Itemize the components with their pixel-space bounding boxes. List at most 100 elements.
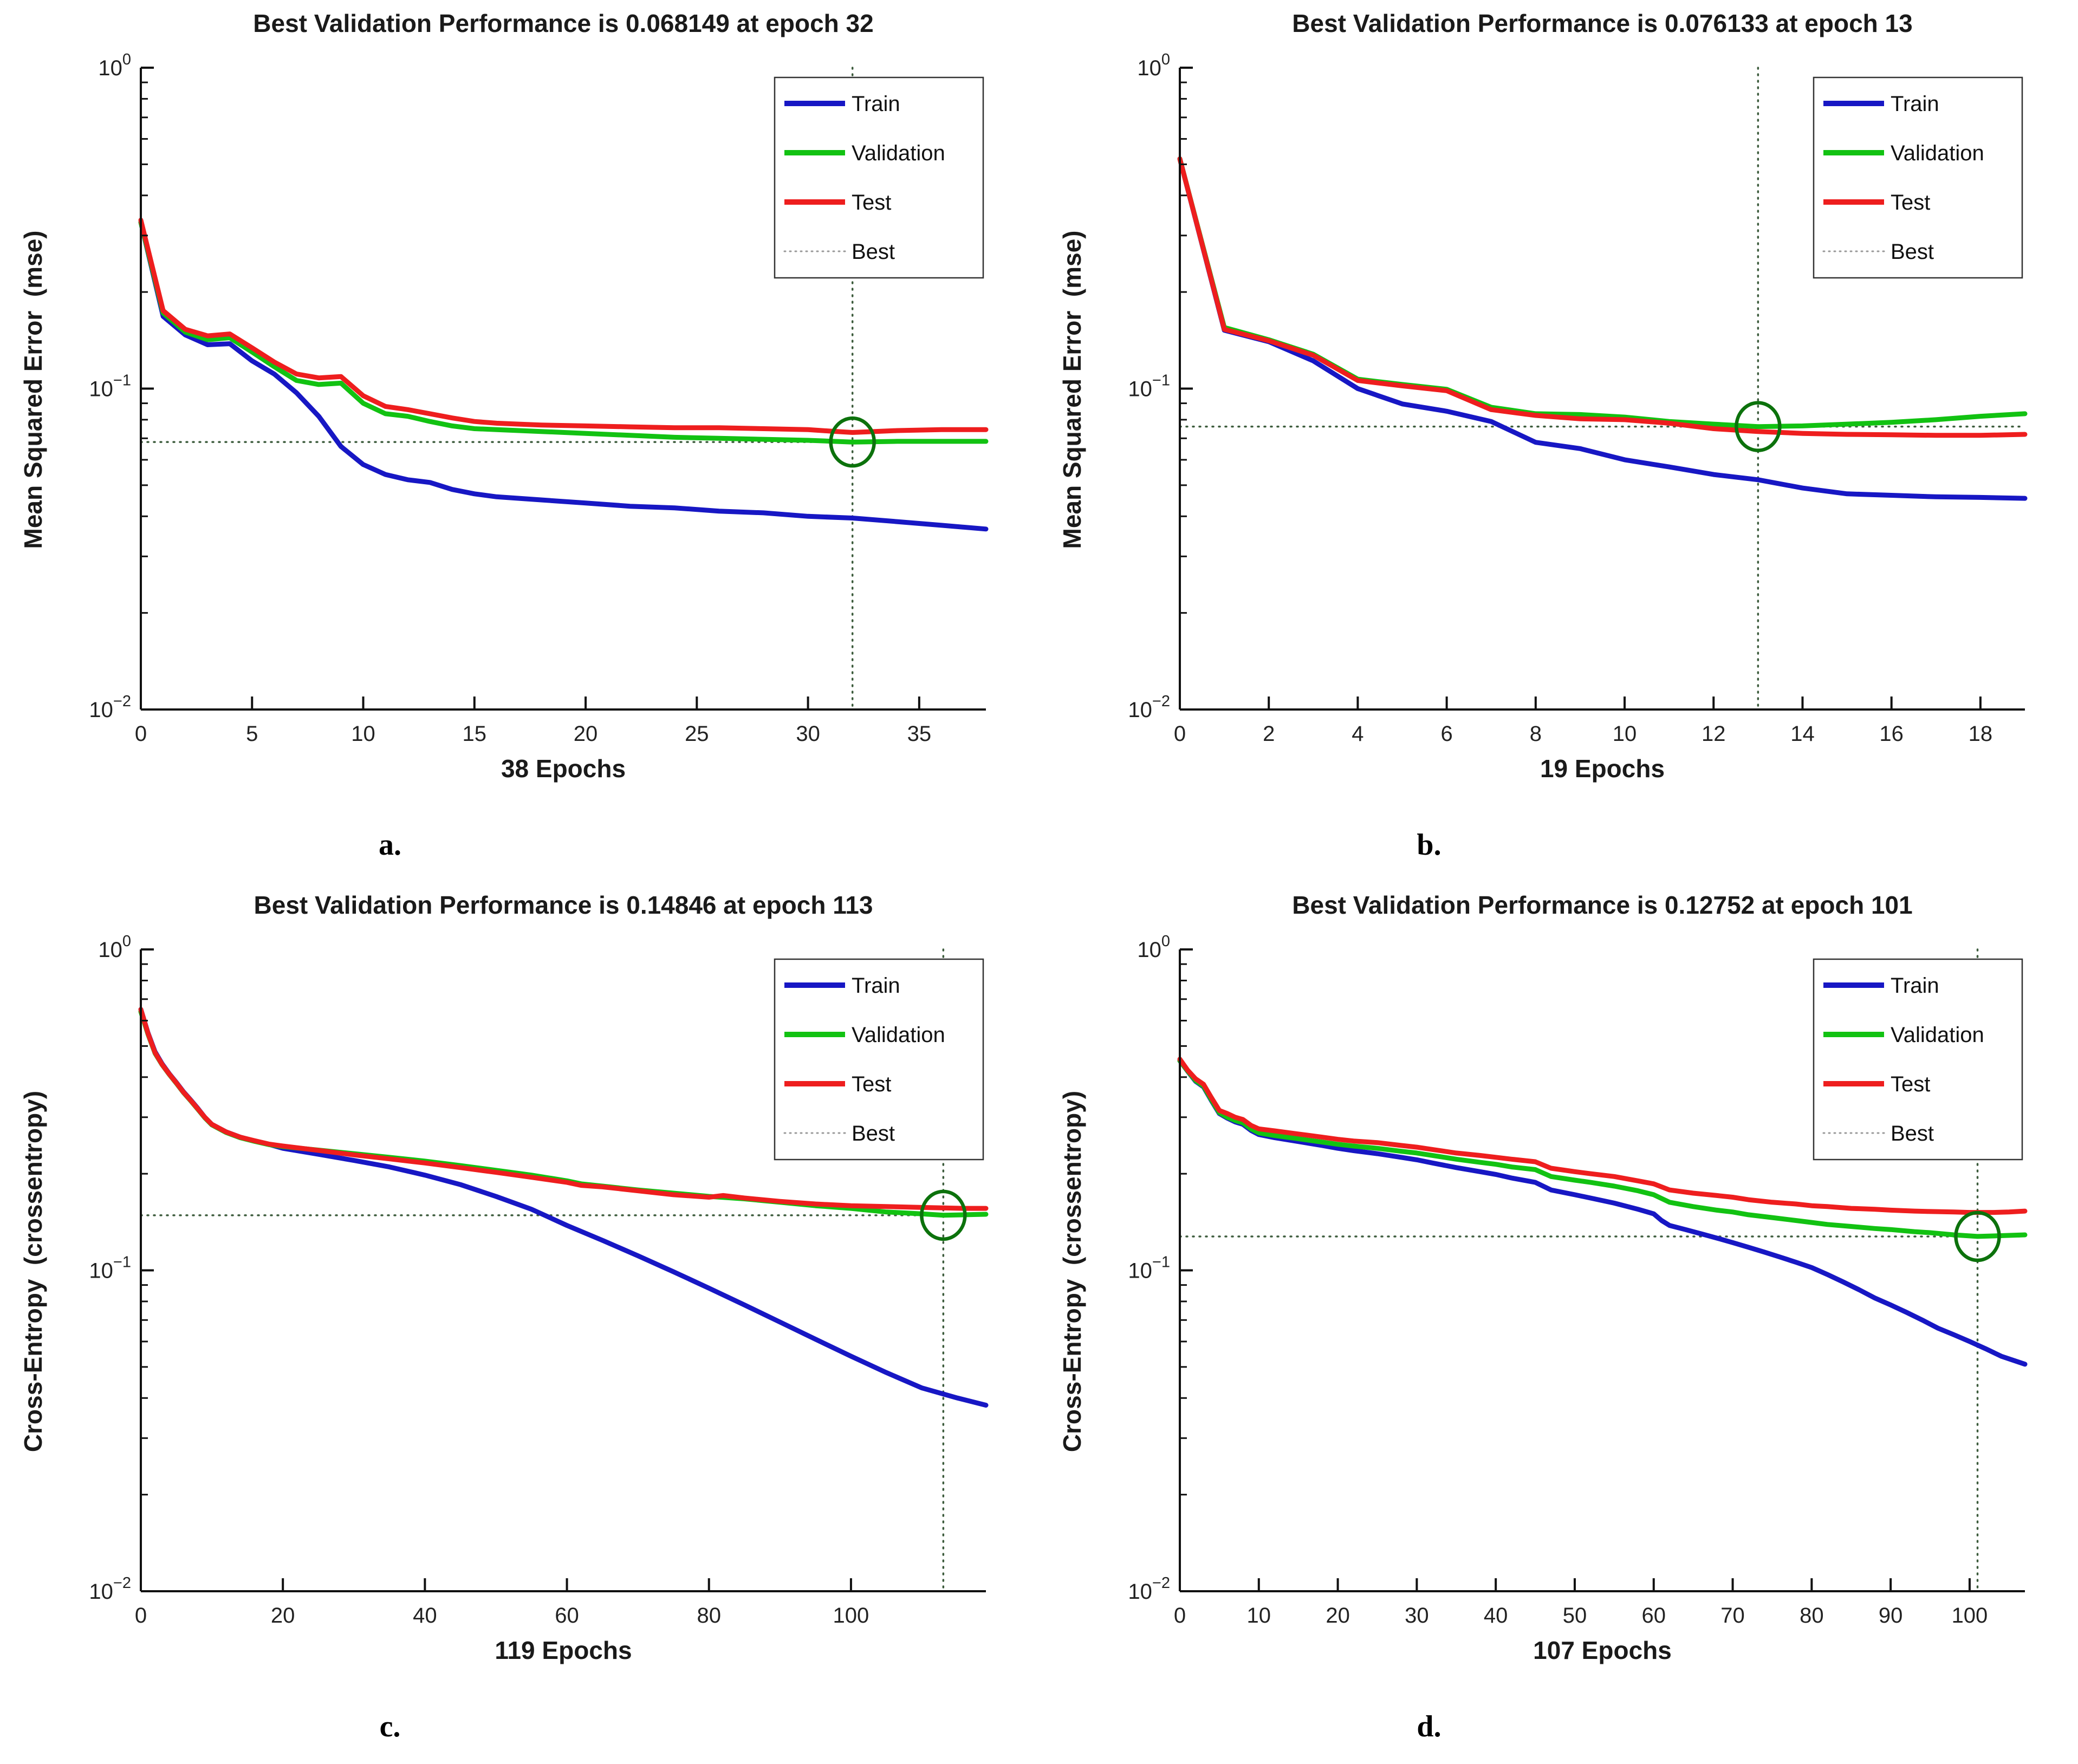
legend-label: Train [852,974,900,998]
x-tick-label: 0 [1174,1604,1186,1628]
plot-b-ylabel: Mean Squared Error (mse) [1058,230,1086,549]
y-tick-label: 10−2 [1128,1574,1170,1604]
x-tick-label: 10 [1247,1604,1271,1628]
x-tick-label: 16 [1879,722,1904,746]
y-tick-label: 10−1 [1128,372,1170,401]
legend-label: Train [1891,92,1939,116]
x-tick-label: 0 [135,722,147,746]
legend-label: Test [852,191,891,214]
x-tick-label: 30 [796,722,820,746]
plot-d-caption: d. [1417,1710,1441,1743]
plot-d: 100 10−1 10−2 0 10 20 30 40 50 60 70 80 90 100 Train Va… [1039,882,2078,1764]
validation-series-line [1177,1058,2028,1239]
test-series-line [1177,156,2028,438]
test-series-line [138,217,989,435]
plot-c-title: Best Validation Performance is 0.14846 a… [254,891,873,919]
plot-c-ylabel: Cross-Entropy (crossentropy) [19,1090,47,1453]
y-tick-label: 100 [98,51,131,80]
x-tick-label: 60 [1642,1604,1666,1628]
x-tick-label: 80 [697,1604,721,1628]
x-tick-label: 15 [463,722,487,746]
x-tick-label: 5 [246,722,258,746]
legend-label: Best [852,1122,895,1145]
x-tick-label: 60 [555,1604,579,1628]
legend-box [774,958,984,1161]
legend-label: Validation [852,1023,945,1047]
legend-box [774,76,984,279]
legend-label: Train [852,92,900,116]
x-tick-label: 90 [1879,1604,1903,1628]
x-tick-label: 40 [413,1604,437,1628]
x-tick-label: 100 [833,1604,869,1628]
x-tick-label: 0 [1174,722,1186,746]
legend: Train Validation Test Best [774,958,984,1161]
plot-b-caption: b. [1417,828,1441,862]
plot-d-canvas: 100 10−1 10−20 10 20 30 40 50 60 70 80 90 100 Train Va… [1128,933,2028,1628]
test-series-line [1177,1057,2028,1215]
plot-a-title: Best Validation Performance is 0.068149 … [253,9,874,37]
legend-label: Validation [1891,141,1984,165]
x-tick-label: 40 [1484,1604,1508,1628]
x-tick-label: 50 [1563,1604,1587,1628]
x-tick-label: 80 [1800,1604,1824,1628]
y-tick-label: 10−2 [89,693,131,722]
plot-c-xlabel: 119 Epochs [495,1636,632,1664]
y-tick-label: 10−1 [1128,1254,1170,1283]
plot-a-caption: a. [379,828,401,862]
plot-c: 100 10−1 10−2 0 20 40 60 80 100 Train Validation Te… [0,882,1039,1764]
legend-label: Best [1891,240,1934,264]
plot-c-canvas: 100 10−1 10−20 20 40 60 80 100 Train Validation Te… [89,933,989,1628]
legend-box [1813,958,2023,1161]
plot-a-ylabel: Mean Squared Error (mse) [19,230,47,549]
x-tick-label: 10 [351,722,375,746]
plot-c-caption: c. [379,1710,401,1743]
validation-series-line [138,219,989,445]
legend-label: Test [1891,191,1930,214]
x-tick-label: 70 [1720,1604,1745,1628]
legend: Train Validation Test Best [1813,958,2023,1161]
x-tick-label: 20 [1326,1604,1350,1628]
legend-label: Test [1891,1072,1930,1096]
train-series-line [138,219,989,532]
y-tick-label: 10−1 [89,1254,131,1283]
x-tick-label: 20 [271,1604,295,1628]
plot-a-xlabel: 38 Epochs [501,754,626,783]
x-tick-label: 4 [1352,722,1363,746]
legend: Train Validation Test Best [1813,76,2023,279]
plot-b-canvas: 100 10−1 10−20 2 4 6 8 10 12 14 16 18 Train Validatio… [1128,51,2028,746]
legend: Train Validation Test Best [774,76,984,279]
plot-b-xlabel: 19 Epochs [1540,754,1665,783]
x-tick-label: 6 [1441,722,1453,746]
x-tick-label: 18 [1969,722,1993,746]
y-tick-label: 10−2 [1128,693,1170,722]
x-tick-label: 100 [1952,1604,1988,1628]
legend-label: Test [852,1072,891,1096]
x-tick-label: 12 [1702,722,1726,746]
best-point-circle [920,1189,967,1241]
x-tick-label: 35 [907,722,932,746]
x-tick-label: 8 [1530,722,1542,746]
y-tick-label: 10−1 [89,372,131,401]
y-tick-label: 100 [1137,51,1170,80]
y-tick-label: 100 [1137,933,1170,962]
y-tick-label: 10−2 [89,1574,131,1604]
legend-box [1813,76,2023,279]
legend-label: Best [1891,1122,1934,1145]
x-tick-label: 20 [574,722,598,746]
legend-label: Validation [1891,1023,1984,1047]
train-series-line [1177,156,2028,501]
best-point-circle [1735,401,1782,452]
best-point-circle [829,416,876,468]
y-tick-label: 100 [98,933,131,962]
x-tick-label: 2 [1263,722,1275,746]
best-point-circle [1954,1210,2001,1262]
legend-label: Train [1891,974,1939,998]
plot-a: 100 10−1 10−2 0 5 10 15 20 25 30 35 Train Validation… [0,0,1039,882]
legend-label: Validation [852,141,945,165]
test-series-line [138,1007,989,1211]
plot-a-canvas: 100 10−1 10−20 5 10 15 20 25 30 35 Train Validation… [89,51,989,746]
legend-label: Best [852,240,895,264]
x-tick-label: 30 [1405,1604,1429,1628]
x-tick-label: 14 [1790,722,1815,746]
